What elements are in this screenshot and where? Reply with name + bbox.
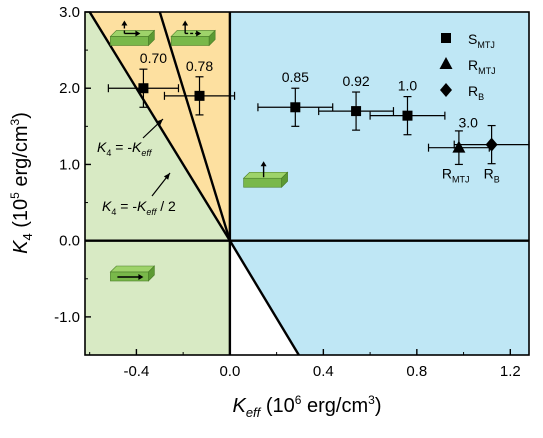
slab-side xyxy=(148,29,155,47)
magnetization-icons xyxy=(109,20,289,282)
marker-S_MTJ-0 xyxy=(138,83,149,94)
arrow-to-line1-head xyxy=(156,119,163,126)
slab-icon-perpendicular xyxy=(242,161,289,188)
slab-front xyxy=(243,177,282,188)
marker-S_MTJ-3 xyxy=(351,106,362,117)
x-axis-label: Keff (106 erg/cm3) xyxy=(232,393,381,420)
x-tick-label: 1.2 xyxy=(500,363,521,380)
point-label-r-mtj: 3.0 xyxy=(459,115,479,131)
point-label-2: 0.85 xyxy=(282,69,309,85)
marker-R_B-0 xyxy=(485,137,498,152)
label-r-mtj: RMTJ xyxy=(442,166,470,185)
legend-marker-0 xyxy=(441,33,451,43)
slab-side xyxy=(148,265,155,282)
slab-top xyxy=(242,171,289,179)
line-k4-minus-keff-half xyxy=(88,12,231,242)
arrow-head-up xyxy=(182,20,189,26)
slab-icon-in-plane xyxy=(109,265,156,282)
legend-marker-1 xyxy=(439,57,453,69)
point-label-3: 0.92 xyxy=(342,73,369,89)
slab-side xyxy=(208,29,216,47)
x-tick-label: 0.4 xyxy=(313,363,334,380)
x-tick-label: 0.0 xyxy=(219,363,240,380)
slab-front xyxy=(110,36,149,46)
point-labels: 0.70 0.78 0.85 0.92 1.0 3.0 xyxy=(140,50,478,131)
eq-k4-minus-keff: K4 = -Keff xyxy=(97,139,153,158)
legend-label-0: SMTJ xyxy=(468,31,495,50)
line-k4-minus-keff xyxy=(158,12,232,242)
annotations: RMTJ RB K4 = -Keff K4 = -Keff / 2 xyxy=(97,118,500,217)
data-markers xyxy=(138,83,498,153)
marker-R_MTJ-0 xyxy=(452,140,466,153)
legend-label-1: RMTJ xyxy=(468,57,496,76)
line-diagonal-lower xyxy=(228,240,300,355)
axis-labels: Keff (106 erg/cm3) K4 (105 erg/cm3) xyxy=(8,112,382,420)
slab-side xyxy=(281,171,288,188)
arrow-head-right xyxy=(135,30,141,37)
x-tick-label: 0.8 xyxy=(406,363,427,380)
point-label-0: 0.70 xyxy=(140,50,167,66)
legend: SMTJ RMTJ RB xyxy=(439,31,496,102)
region-perpendicular xyxy=(229,12,529,355)
arrow-head-right xyxy=(196,30,202,37)
slab-top xyxy=(109,265,156,273)
y-tick-label: -1.0 xyxy=(54,309,80,326)
slab-icon-easy-cone-orange xyxy=(170,20,216,47)
phase-boundary-lines xyxy=(85,12,529,355)
arrow-head xyxy=(260,161,267,167)
plot-border xyxy=(84,11,530,356)
eq-k4-minus-keff-half: K4 = -Keff / 2 xyxy=(102,198,176,217)
marker-S_MTJ-4 xyxy=(402,110,413,121)
y-tick-label: 1.0 xyxy=(59,156,80,173)
marker-S_MTJ-2 xyxy=(290,102,301,113)
y-axis-label: K4 (105 erg/cm3) xyxy=(8,112,35,254)
y-tick-label: 0.0 xyxy=(59,233,80,250)
arrow-to-line2-head xyxy=(163,173,170,180)
plot-frame xyxy=(84,11,530,356)
slab-front xyxy=(170,36,210,46)
label-r-b: RB xyxy=(484,166,500,185)
point-label-4: 1.0 xyxy=(398,78,418,94)
arrow-head-up xyxy=(121,20,128,26)
x-tick-label: -0.4 xyxy=(123,363,149,380)
arrow-head xyxy=(138,273,144,280)
point-label-1: 0.78 xyxy=(186,58,213,74)
legend-marker-2 xyxy=(440,83,452,97)
y-tick-label: 2.0 xyxy=(59,80,80,97)
slab-icon-easy-cone-pink xyxy=(109,20,156,47)
y-tick-label: 3.0 xyxy=(59,4,80,21)
legend-label-2: RB xyxy=(468,83,484,102)
marker-S_MTJ-1 xyxy=(194,90,205,101)
axis-ticks: -0.4 0.0 0.4 0.8 1.2 -1.0 0.0 1.0 2.0 3.0 xyxy=(54,4,521,380)
